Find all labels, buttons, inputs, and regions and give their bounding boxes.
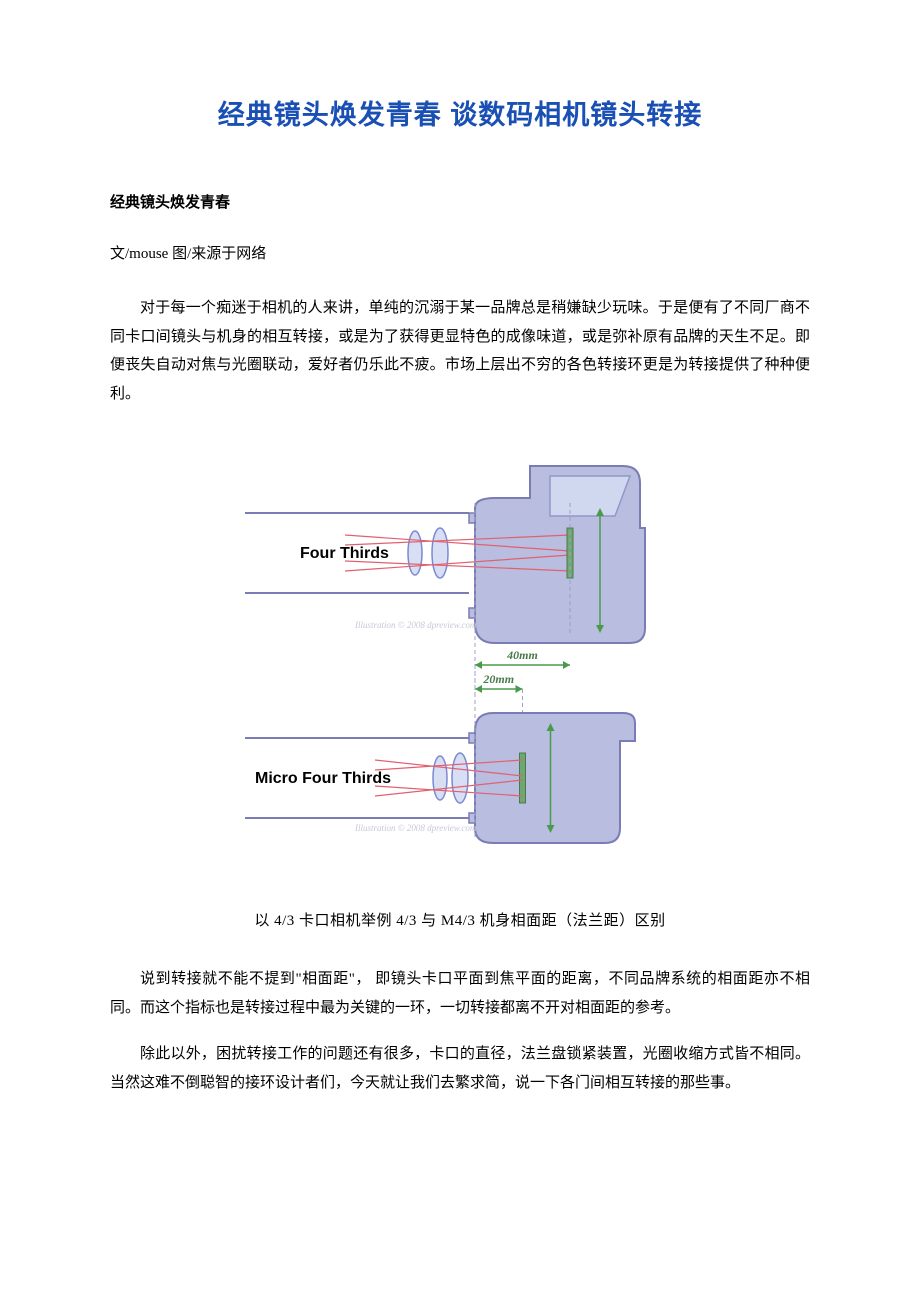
paragraph-2: 说到转接就不能不提到"相面距"， 即镜头卡口平面到焦平面的距离，不同品牌系统的相… — [110, 965, 810, 1022]
svg-text:Illustration © 2008 dpreview.c: Illustration © 2008 dpreview.com — [354, 620, 477, 630]
paragraph-1: 对于每一个痴迷于相机的人来讲，单纯的沉溺于某一品牌总是稍嫌缺少玩味。于是便有了不… — [110, 294, 810, 408]
figure-caption: 以 4/3 卡口相机举例 4/3 与 M4/3 机身相面距（法兰距）区别 — [110, 907, 810, 936]
svg-text:20mm: 20mm — [482, 672, 514, 686]
diagram-svg: Illustration © 2008 dpreview.com 40mm 20mm… — [245, 448, 675, 868]
svg-text:Illustration © 2008 dpreview.c: Illustration © 2008 dpreview.com — [354, 823, 477, 833]
svg-text:Micro Four Thirds: Micro Four Thirds — [255, 770, 391, 787]
svg-text:Four Thirds: Four Thirds — [300, 545, 389, 562]
section-subtitle: 经典镜头焕发青春 — [110, 189, 810, 218]
byline: 文/mouse 图/来源于网络 — [110, 240, 810, 269]
svg-text:40mm: 40mm — [506, 648, 538, 662]
page-title: 经典镜头焕发青春 谈数码相机镜头转接 — [110, 90, 810, 141]
paragraph-3: 除此以外，困扰转接工作的问题还有很多，卡口的直径，法兰盘锁紧装置，光圈收缩方式皆… — [110, 1040, 810, 1097]
flange-diagram: Illustration © 2008 dpreview.com 40mm 20mm… — [110, 448, 810, 879]
